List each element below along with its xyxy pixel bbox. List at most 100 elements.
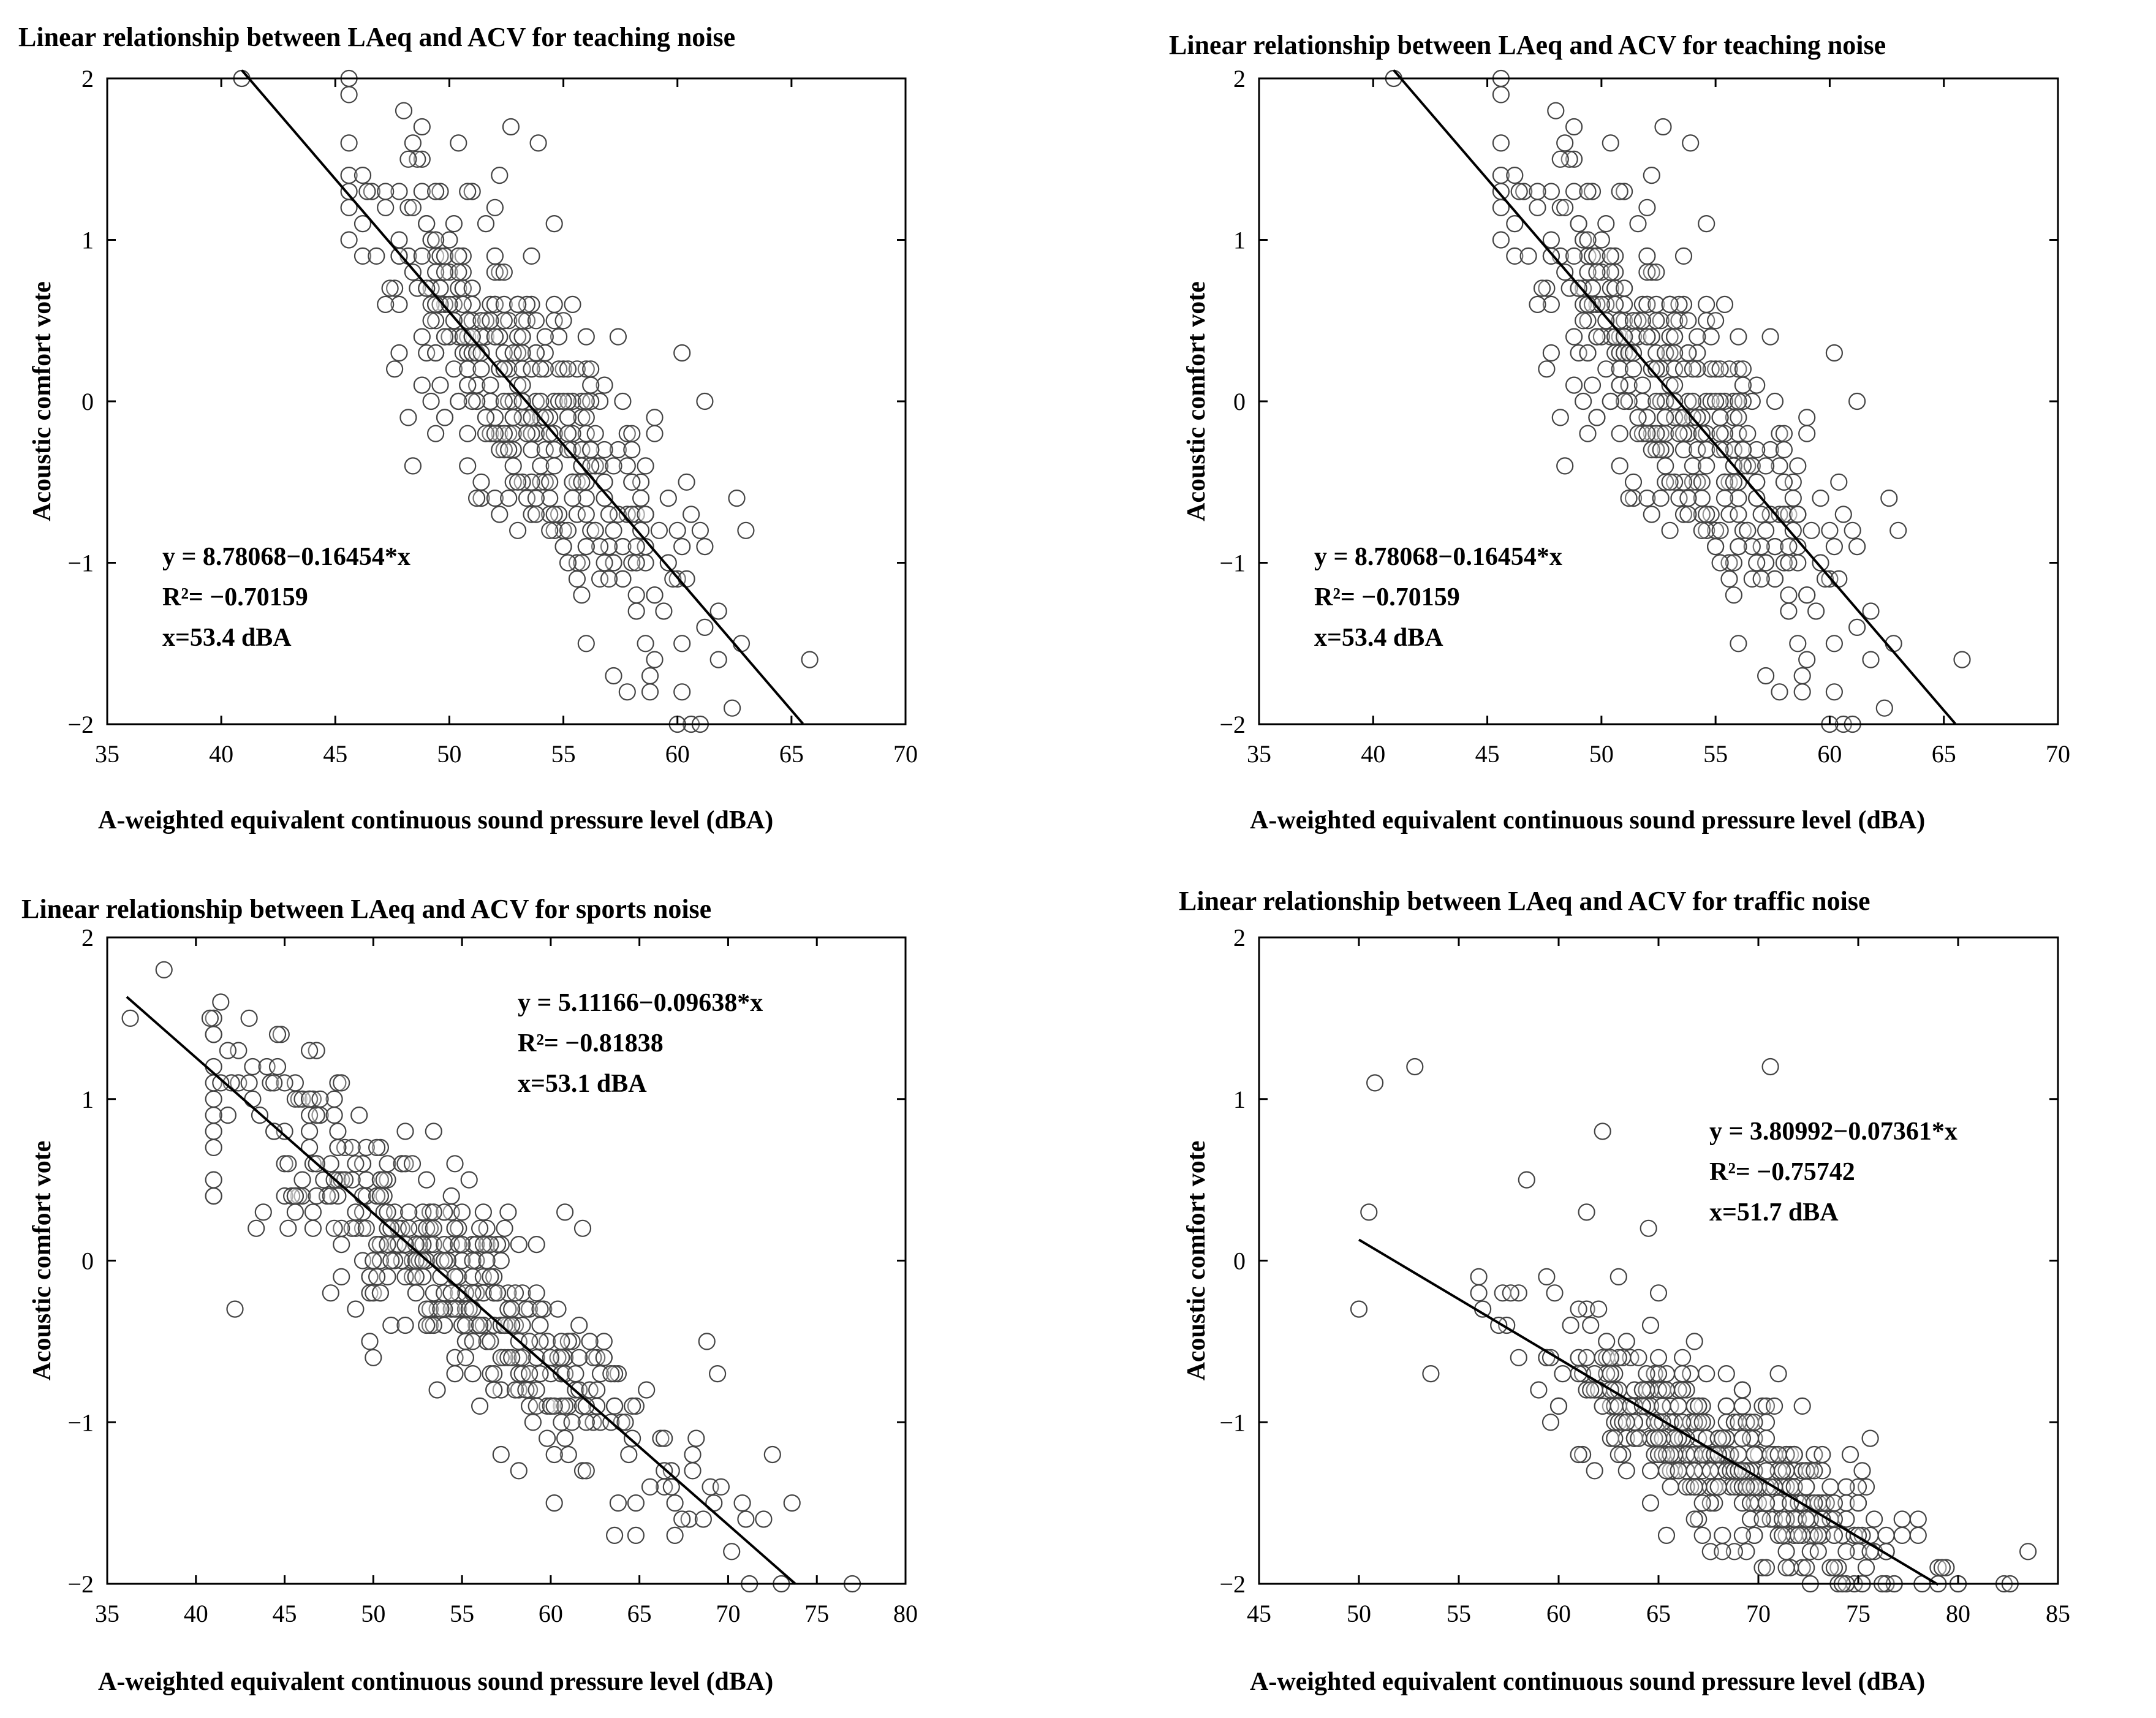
data-point xyxy=(1715,425,1734,442)
data-point xyxy=(506,1284,524,1302)
data-point xyxy=(1757,554,1775,572)
data-point xyxy=(1893,1526,1911,1544)
data-point xyxy=(471,1316,489,1334)
data-point xyxy=(1685,1478,1703,1496)
data-point xyxy=(1588,409,1606,426)
data-point xyxy=(431,247,449,265)
data-point xyxy=(1360,1203,1378,1221)
data-point xyxy=(623,473,641,491)
data-point xyxy=(308,1042,325,1059)
x-tick-label: 35 xyxy=(95,1600,119,1627)
data-point xyxy=(1519,247,1537,265)
data-point xyxy=(1611,425,1628,442)
data-point xyxy=(545,1445,563,1464)
data-point xyxy=(1657,1381,1676,1399)
data-point xyxy=(340,167,358,184)
data-point xyxy=(1743,457,1761,475)
data-point xyxy=(1798,409,1816,426)
data-point xyxy=(605,667,622,685)
data-point xyxy=(467,1235,485,1254)
x-tick-label: 45 xyxy=(1475,740,1500,768)
data-point xyxy=(1885,635,1902,653)
data-point xyxy=(1701,1462,1719,1480)
data-point xyxy=(668,521,686,539)
data-point xyxy=(478,1252,496,1270)
x-tick-label: 80 xyxy=(1946,1600,1970,1627)
data-point xyxy=(1909,1510,1927,1528)
data-point xyxy=(564,425,581,442)
data-point xyxy=(1633,376,1651,394)
data-point xyxy=(1812,489,1829,507)
data-point xyxy=(1657,457,1674,475)
data-point xyxy=(564,295,581,313)
annotation-line: x=51.7 dBA xyxy=(1709,1198,1839,1227)
data-point xyxy=(471,1219,489,1237)
data-point xyxy=(1674,505,1693,523)
data-point xyxy=(488,1235,507,1254)
data-point xyxy=(1661,328,1679,346)
data-point xyxy=(413,150,431,168)
data-point xyxy=(1510,1349,1527,1366)
x-tick-label: 70 xyxy=(893,740,918,768)
data-point xyxy=(1730,328,1747,346)
regression-annotation: y = 8.78068−0.16454*x R²= −0.70159 x=53.4 … xyxy=(1314,543,1562,652)
data-point xyxy=(496,1219,513,1237)
data-point xyxy=(441,263,458,281)
data-point xyxy=(1757,667,1775,685)
x-tick-label: 45 xyxy=(273,1600,297,1627)
data-point xyxy=(527,312,545,330)
data-point xyxy=(486,263,504,281)
data-point xyxy=(1798,1478,1815,1496)
x-tick-label: 60 xyxy=(539,1600,563,1627)
data-point xyxy=(1777,1543,1795,1561)
annotation-line: R²= −0.75742 xyxy=(1709,1158,1855,1186)
data-point xyxy=(591,392,609,411)
data-point xyxy=(1785,1445,1803,1464)
data-point xyxy=(504,392,522,411)
data-point xyxy=(1757,1559,1776,1576)
data-point xyxy=(1670,425,1688,442)
data-point xyxy=(418,1316,436,1334)
data-point xyxy=(1616,279,1633,297)
data-point xyxy=(614,570,632,588)
data-point xyxy=(1785,1478,1803,1496)
data-point xyxy=(1674,295,1693,313)
data-point xyxy=(678,473,695,491)
data-point xyxy=(680,1510,698,1528)
data-point xyxy=(1861,1543,1879,1561)
data-point xyxy=(279,1219,297,1237)
plot-frame xyxy=(1258,936,2059,1585)
data-point xyxy=(357,1219,375,1237)
data-point xyxy=(1707,360,1725,378)
data-point xyxy=(527,344,545,362)
data-point xyxy=(454,247,472,265)
data-point xyxy=(495,441,513,459)
chart-panel-3: Linear relationship between LAeq and ACV… xyxy=(21,894,918,1696)
data-point xyxy=(1629,425,1647,442)
data-point xyxy=(1685,1462,1703,1480)
data-point xyxy=(712,1478,730,1496)
data-point xyxy=(559,425,577,442)
x-tick-label: 65 xyxy=(627,1600,652,1627)
data-point xyxy=(595,1349,613,1366)
data-point xyxy=(1693,473,1711,491)
data-point xyxy=(1821,1478,1839,1496)
data-point xyxy=(1693,521,1711,539)
data-point xyxy=(637,505,654,523)
data-point xyxy=(1649,1284,1668,1302)
data-point xyxy=(605,1397,624,1415)
data-point xyxy=(568,570,586,588)
data-point xyxy=(1638,489,1656,507)
data-point xyxy=(354,247,372,265)
data-point xyxy=(556,1429,574,1447)
data-point xyxy=(1661,295,1679,313)
data-point xyxy=(1674,1381,1692,1399)
data-point xyxy=(1743,570,1761,588)
data-point xyxy=(659,554,677,572)
data-point xyxy=(504,441,522,459)
data-point xyxy=(1748,489,1766,507)
data-point xyxy=(1616,183,1633,200)
data-point xyxy=(1597,360,1615,378)
data-point xyxy=(201,1009,219,1027)
data-point xyxy=(573,586,591,604)
